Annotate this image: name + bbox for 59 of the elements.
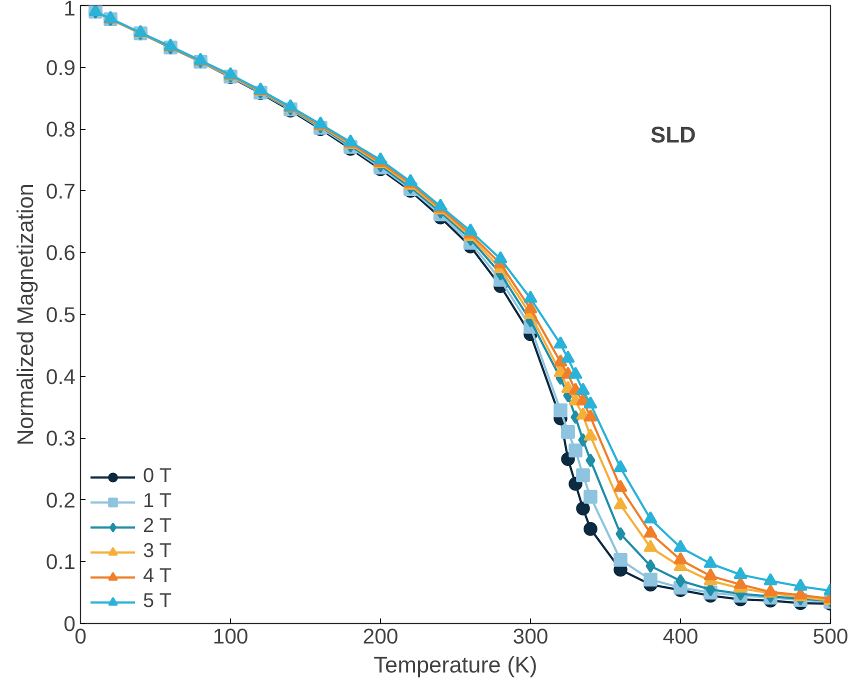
y-axis-title: Normalized Magnetization (12, 184, 38, 446)
x-tick-label: 300 (512, 624, 548, 648)
point (576, 502, 590, 516)
point (524, 290, 538, 303)
point (614, 497, 628, 510)
x-tick-label: 200 (362, 624, 398, 648)
point (734, 566, 748, 580)
point (764, 573, 778, 586)
point (704, 556, 718, 568)
point (674, 540, 688, 552)
legend-label: 1 T (143, 490, 172, 513)
point (614, 460, 628, 472)
x-axis-title: Temperature (K) (374, 652, 538, 678)
point (584, 428, 598, 441)
point (554, 403, 568, 418)
point (576, 468, 590, 482)
point (644, 511, 658, 524)
y-tick-label: 0.4 (46, 364, 76, 389)
point (561, 350, 575, 363)
point (584, 409, 598, 422)
point (644, 525, 658, 538)
y-tick-label: 0.2 (46, 488, 76, 512)
y-tick-label: 1 (64, 0, 76, 20)
point (646, 559, 656, 573)
legend-label: 3 T (143, 540, 172, 563)
y-tick-label: 0.7 (46, 179, 76, 204)
annotation: SLD (650, 122, 696, 148)
point (794, 578, 808, 591)
point (464, 223, 478, 236)
point (584, 490, 598, 504)
point (674, 552, 688, 564)
point (644, 540, 658, 552)
point (584, 396, 598, 408)
point (614, 552, 628, 567)
y-tick-label: 0.8 (46, 118, 76, 142)
point (568, 366, 582, 379)
legend-label: 0 T (143, 465, 172, 488)
point (494, 251, 508, 264)
point (576, 382, 590, 395)
point (568, 444, 582, 458)
point (614, 480, 628, 492)
y-tick-label: 0.5 (46, 303, 76, 327)
legend-label: 5 T (143, 590, 172, 613)
point (524, 301, 538, 314)
point (704, 568, 718, 580)
x-tick-label: 500 (812, 624, 848, 648)
point (584, 522, 598, 536)
y-tick-label: 0.3 (46, 426, 76, 451)
point (561, 425, 575, 439)
legend-label: 2 T (143, 515, 172, 538)
point (644, 572, 658, 587)
point (554, 336, 568, 349)
y-tick-label: 0.6 (46, 241, 76, 266)
x-tick-label: 400 (662, 624, 698, 648)
y-tick-label: 0.9 (46, 56, 76, 80)
legend-label: 4 T (143, 565, 172, 588)
y-tick-label: 0.1 (46, 550, 76, 574)
point (374, 152, 388, 164)
x-tick-label: 100 (212, 624, 248, 648)
